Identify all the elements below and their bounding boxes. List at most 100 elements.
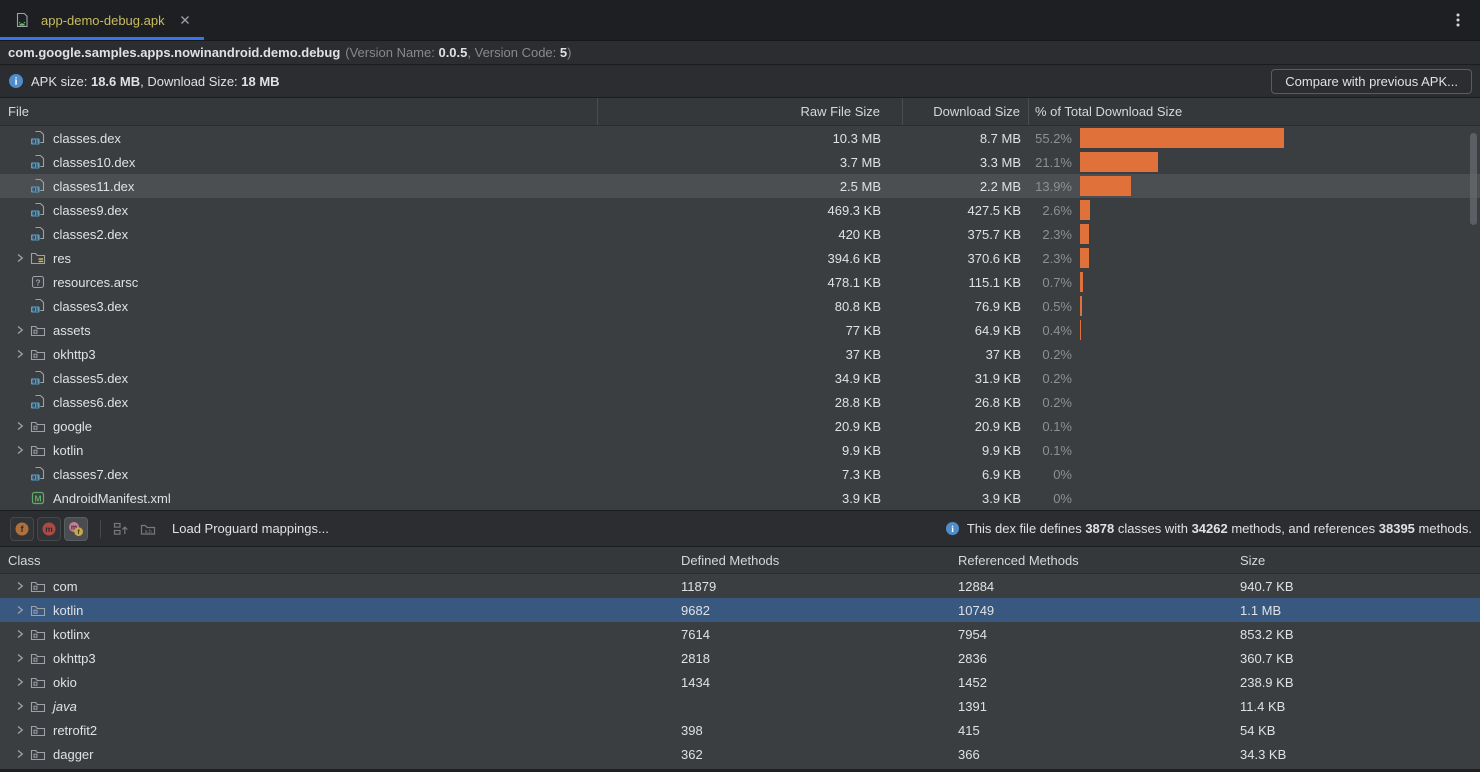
file-table-row[interactable]: M AndroidManifest.xml 3.9 KB 3.9 KB 0% <box>0 486 1480 510</box>
column-header-defined-methods[interactable]: Defined Methods <box>681 552 780 568</box>
svg-text:01: 01 <box>32 403 38 409</box>
class-table-row[interactable]: com 11879 12884 940.7 KB <box>0 574 1480 598</box>
file-table-row[interactable]: assets 77 KB 64.9 KB 0.4% <box>0 318 1480 342</box>
file-table-row[interactable]: 01 classes10.dex 3.7 MB 3.3 MB 21.1% <box>0 150 1480 174</box>
file-name-cell: 01 classes11.dex <box>0 178 598 194</box>
file-name-cell: 01 classes5.dex <box>0 370 598 386</box>
expand-nodes-icon[interactable] <box>110 518 132 540</box>
file-table-row[interactable]: okhttp3 37 KB 37 KB 0.2% <box>0 342 1480 366</box>
file-table-row[interactable]: 01 classes7.dex 7.3 KB 6.9 KB 0% <box>0 462 1480 486</box>
svg-text:01: 01 <box>32 211 38 217</box>
file-name: google <box>53 418 93 434</box>
show-methods-button[interactable]: m <box>37 516 61 541</box>
column-header-class[interactable]: Class <box>8 552 41 568</box>
version-info: (Version Name: 0.0.5, Version Code: 5) <box>345 45 572 60</box>
chevron-right-icon[interactable] <box>12 442 30 458</box>
pct-value: 0% <box>1053 490 1072 506</box>
class-name-cell: dagger <box>0 746 681 762</box>
package-header: com.google.samples.apps.nowinandroid.dem… <box>0 41 1480 65</box>
package-name: com.google.samples.apps.nowinandroid.dem… <box>8 45 341 60</box>
file-table-header: File Raw File Size Download Size % of To… <box>0 98 1480 126</box>
load-proguard-mappings-link[interactable]: Load Proguard mappings... <box>172 521 329 536</box>
chevron-right-icon[interactable] <box>12 322 30 338</box>
class-name-cell: kotlin <box>0 602 681 618</box>
chevron-right-icon[interactable] <box>12 746 30 762</box>
file-name-cell: 01 classes.dex <box>0 130 598 146</box>
column-header-pct[interactable]: % of Total Download Size <box>1035 104 1183 119</box>
apk-file-icon <box>14 12 34 28</box>
pct-cell: 2.6% <box>1029 200 1480 220</box>
class-table: com 11879 12884 940.7 KB kotlin 9682 10749 1.1 … <box>0 574 1480 769</box>
svg-text:01: 01 <box>32 163 38 169</box>
file-name: assets <box>53 322 91 338</box>
class-table-row[interactable]: kotlinx 7614 7954 853.2 KB <box>0 622 1480 646</box>
vertical-scrollbar[interactable] <box>1470 133 1477 225</box>
svg-text:M: M <box>34 494 41 504</box>
file-table-row[interactable]: google 20.9 KB 20.9 KB 0.1% <box>0 414 1480 438</box>
show-fields-button[interactable]: f <box>10 516 34 541</box>
file-table-row[interactable]: 01 classes2.dex 420 KB 375.7 KB 2.3% <box>0 222 1480 246</box>
chevron-right-icon[interactable] <box>12 698 30 714</box>
chevron-right-icon[interactable] <box>12 250 30 266</box>
chevron-right-icon[interactable] <box>12 626 30 642</box>
column-header-referenced-methods[interactable]: Referenced Methods <box>958 552 1079 568</box>
chevron-right-icon[interactable] <box>12 346 30 362</box>
class-table-row[interactable]: java 1391 11.4 KB <box>0 694 1480 718</box>
file-name: res <box>53 250 72 266</box>
package-folder-icon <box>30 626 50 642</box>
column-header-file[interactable]: File <box>0 98 598 125</box>
compare-apk-button[interactable]: Compare with previous APK... <box>1271 68 1472 94</box>
file-table-row[interactable]: kotlin 9.9 KB 9.9 KB 0.1% <box>0 438 1480 462</box>
download-size-cell: 8.7 MB <box>979 130 1021 146</box>
file-name: kotlin <box>53 442 84 458</box>
dex-file-icon: 01 <box>30 466 50 482</box>
chevron-right-icon[interactable] <box>12 418 30 434</box>
package-folder-icon <box>30 674 50 690</box>
raw-size-cell: 3.9 KB <box>841 490 881 506</box>
class-name: kotlinx <box>53 626 90 642</box>
close-icon[interactable] <box>178 13 192 27</box>
size-cell: 34.3 KB <box>1240 746 1287 762</box>
file-name-cell: 01 classes2.dex <box>0 226 598 242</box>
file-table-row[interactable]: 01 classes11.dex 2.5 MB 2.2 MB 13.9% <box>0 174 1480 198</box>
pct-value: 0.2% <box>1042 346 1072 362</box>
info-icon: i <box>945 521 960 536</box>
column-header-download-size[interactable]: Download Size <box>903 98 1029 125</box>
file-table-row[interactable]: ? resources.arsc 478.1 KB 115.1 KB 0.7% <box>0 270 1480 294</box>
file-name-cell: 01 classes7.dex <box>0 466 598 482</box>
class-table-row[interactable]: okhttp3 2818 2836 360.7 KB <box>0 646 1480 670</box>
class-table-row[interactable]: dagger 362 366 34.3 KB <box>0 742 1480 766</box>
class-table-row[interactable]: retrofit2 398 415 54 KB <box>0 718 1480 742</box>
class-table-row[interactable]: okio 1434 1452 238.9 KB <box>0 670 1480 694</box>
class-name-cell: okio <box>0 674 681 690</box>
chevron-right-icon[interactable] <box>12 578 30 594</box>
file-table-row[interactable]: 01 classes9.dex 469.3 KB 427.5 KB 2.6% <box>0 198 1480 222</box>
pct-value: 0.1% <box>1042 442 1072 458</box>
chevron-right-icon[interactable] <box>12 722 30 738</box>
file-table-row[interactable]: 01 classes6.dex 28.8 KB 26.8 KB 0.2% <box>0 390 1480 414</box>
file-table-row[interactable]: res 394.6 KB 370.6 KB 2.3% <box>0 246 1480 270</box>
column-header-raw-size[interactable]: Raw File Size <box>598 98 903 125</box>
file-table-row[interactable]: 01 classes.dex 10.3 MB 8.7 MB 55.2% <box>0 126 1480 150</box>
referenced-methods-cell: 415 <box>958 722 980 738</box>
file-table-row[interactable]: 01 classes3.dex 80.8 KB 76.9 KB 0.5% <box>0 294 1480 318</box>
chevron-right-icon[interactable] <box>12 650 30 666</box>
tab-apk[interactable]: app-demo-debug.apk <box>0 0 204 40</box>
pct-value: 0.1% <box>1042 418 1072 434</box>
class-table-row[interactable]: kotlin 9682 10749 1.1 MB <box>0 598 1480 622</box>
chevron-right-icon[interactable] <box>12 674 30 690</box>
package-folder-icon <box>30 442 50 458</box>
pct-cell: 13.9% <box>1029 176 1480 196</box>
dex-file-icon: 01 <box>30 394 50 410</box>
file-table-row[interactable]: 01 classes5.dex 34.9 KB 31.9 KB 0.2% <box>0 366 1480 390</box>
file-name: classes10.dex <box>53 154 136 170</box>
more-options-icon[interactable] <box>1436 0 1480 40</box>
defined-methods-cell: 7614 <box>681 626 710 642</box>
flatten-packages-icon[interactable]: a.b <box>137 518 159 540</box>
file-name-cell: kotlin <box>0 442 598 458</box>
show-referenced-nodes-button[interactable]: m f <box>64 516 88 541</box>
column-header-size[interactable]: Size <box>1240 552 1266 568</box>
pct-bar <box>1080 224 1089 244</box>
chevron-right-icon[interactable] <box>12 602 30 618</box>
pct-value: 2.6% <box>1042 202 1072 218</box>
